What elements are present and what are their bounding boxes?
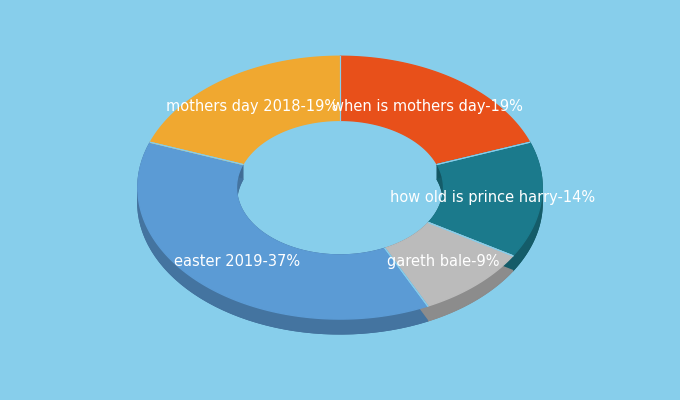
Polygon shape — [237, 164, 385, 270]
Polygon shape — [428, 256, 513, 321]
Text: easter 2019-37%: easter 2019-37% — [174, 254, 301, 269]
Polygon shape — [385, 222, 513, 306]
Polygon shape — [340, 56, 530, 164]
Text: mothers day 2018-19%: mothers day 2018-19% — [167, 99, 339, 114]
Polygon shape — [138, 157, 428, 334]
Text: when is mothers day-19%: when is mothers day-19% — [332, 99, 523, 114]
Polygon shape — [513, 142, 542, 270]
Polygon shape — [385, 222, 428, 263]
Text: gareth bale-9%: gareth bale-9% — [386, 254, 499, 269]
Text: how old is prince harry-14%: how old is prince harry-14% — [390, 190, 595, 205]
Polygon shape — [385, 237, 513, 321]
Polygon shape — [138, 142, 428, 319]
Polygon shape — [138, 142, 428, 334]
Polygon shape — [150, 56, 340, 164]
Polygon shape — [428, 142, 542, 256]
Polygon shape — [428, 157, 542, 270]
Polygon shape — [428, 164, 443, 237]
